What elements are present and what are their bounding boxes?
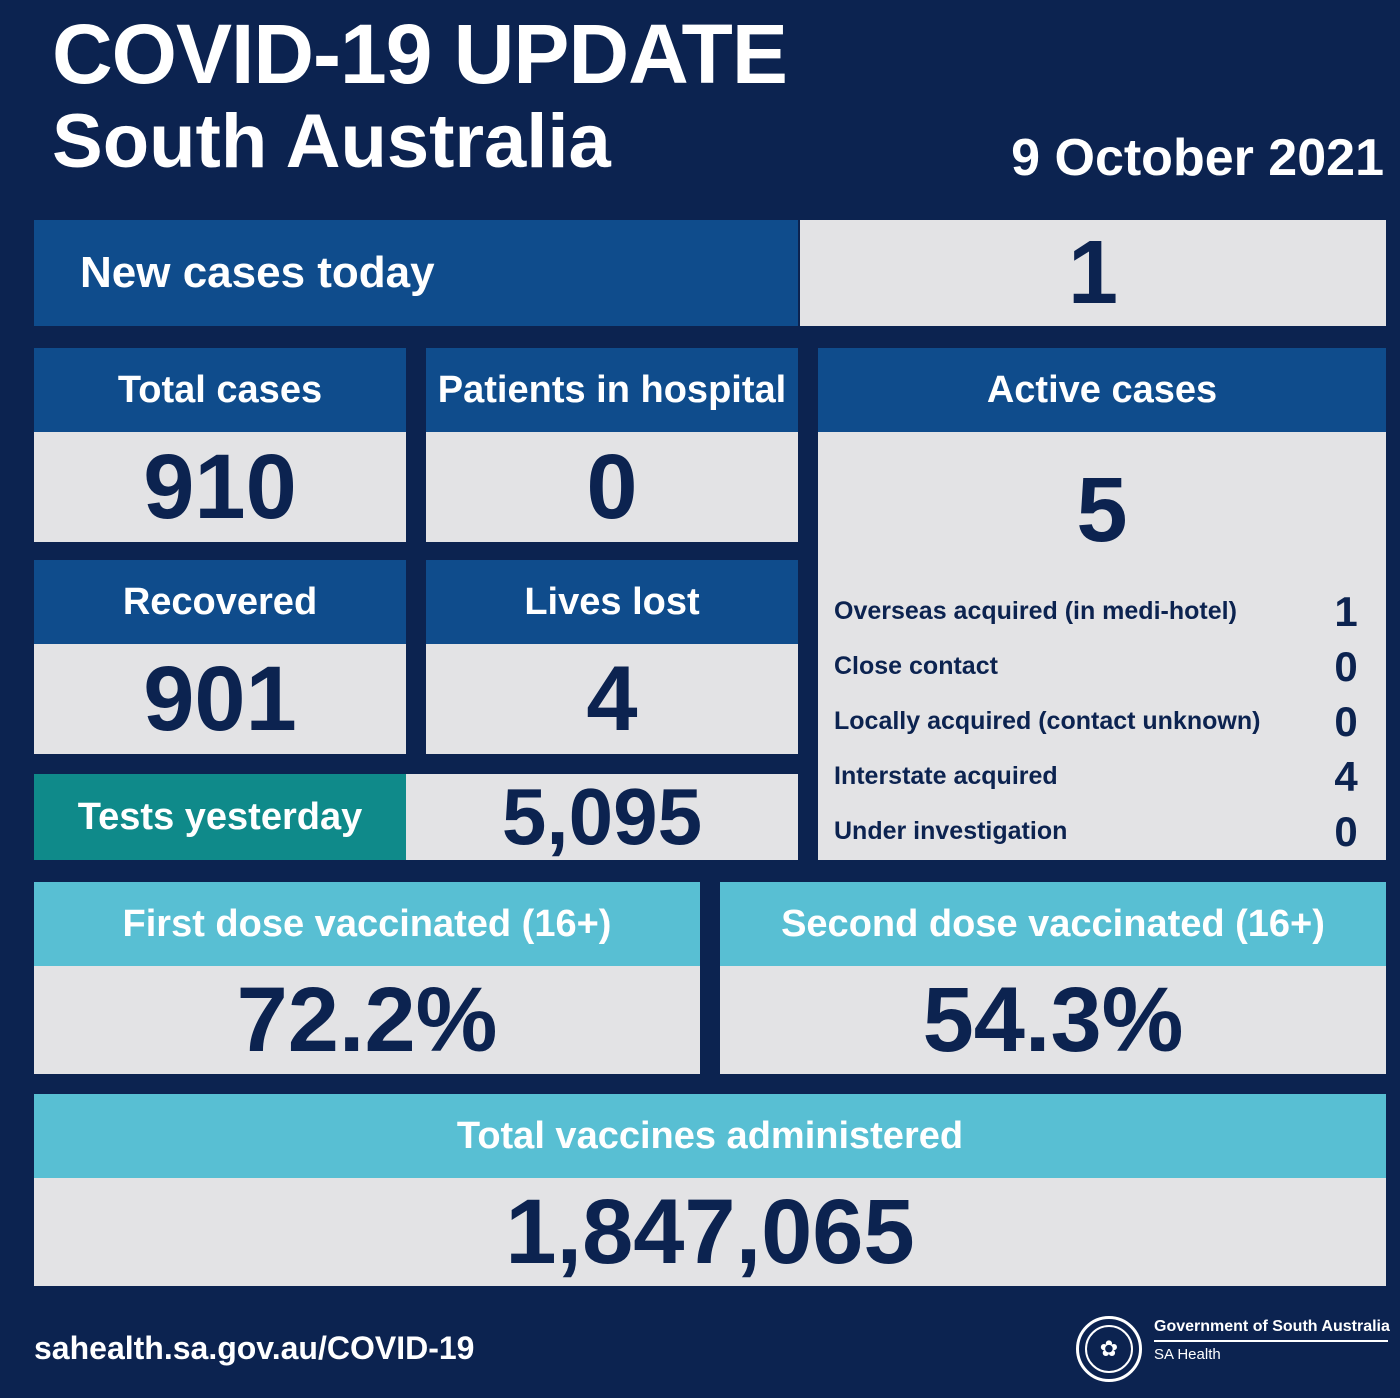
lives-lost-value: 4 xyxy=(586,647,638,750)
first-dose-label: First dose vaccinated (16+) xyxy=(122,902,612,945)
hospital-value-box: 0 xyxy=(426,432,798,542)
breakdown-label: Under investigation xyxy=(834,817,1068,845)
hospital-header: Patients in hospital xyxy=(426,348,798,432)
new-cases-label: New cases today xyxy=(80,248,435,297)
recovered-value: 901 xyxy=(143,647,297,750)
total-cases-value: 910 xyxy=(143,435,297,538)
tests-value-box: 5,095 xyxy=(406,772,798,861)
active-cases-panel: 5 xyxy=(818,432,1386,860)
second-dose-value-box: 54.3% xyxy=(720,966,1386,1074)
breakdown-value: 0 xyxy=(1334,807,1358,855)
first-dose-value: 72.2% xyxy=(236,968,498,1071)
first-dose-value-box: 72.2% xyxy=(34,966,700,1074)
new-cases-value: 1 xyxy=(1067,222,1119,323)
list-item: Overseas acquired (in medi-hotel) 1 xyxy=(834,584,1364,639)
list-item: Locally acquired (contact unknown) 0 xyxy=(834,694,1364,749)
recovered-value-box: 901 xyxy=(34,644,406,754)
active-cases-value: 5 xyxy=(1076,458,1128,561)
active-breakdown-list: Overseas acquired (in medi-hotel) 1 Clos… xyxy=(834,584,1364,859)
active-cases-label: Active cases xyxy=(986,368,1218,411)
total-cases-header: Total cases xyxy=(34,348,406,432)
active-cases-header: Active cases xyxy=(818,348,1386,432)
first-dose-header: First dose vaccinated (16+) xyxy=(34,882,700,966)
page-title: COVID-19 UPDATE xyxy=(52,7,788,101)
total-cases-value-box: 910 xyxy=(34,432,406,542)
list-item: Interstate acquired 4 xyxy=(834,749,1364,804)
new-cases-label-box: New cases today xyxy=(34,220,798,326)
total-vaccines-value-box: 1,847,065 xyxy=(34,1178,1386,1286)
second-dose-label: Second dose vaccinated (16+) xyxy=(781,902,1325,945)
breakdown-label: Close contact xyxy=(834,652,998,680)
tests-label-box: Tests yesterday xyxy=(34,774,406,860)
sa-government-seal-icon: ✿ xyxy=(1076,1316,1142,1382)
breakdown-value: 1 xyxy=(1334,587,1358,635)
total-cases-label: Total cases xyxy=(117,368,323,411)
recovered-header: Recovered xyxy=(34,560,406,644)
tests-label: Tests yesterday xyxy=(77,795,363,838)
tests-value: 5,095 xyxy=(501,772,703,861)
list-item: Under investigation 0 xyxy=(834,804,1364,859)
government-divider xyxy=(1154,1340,1388,1342)
breakdown-label: Locally acquired (contact unknown) xyxy=(834,707,1261,735)
total-vaccines-value: 1,847,065 xyxy=(505,1180,915,1283)
second-dose-value: 54.3% xyxy=(922,968,1184,1071)
lives-lost-label: Lives lost xyxy=(524,580,700,623)
page-subtitle: South Australia xyxy=(52,99,611,184)
breakdown-value: 4 xyxy=(1334,752,1358,800)
department-name: SA Health xyxy=(1154,1346,1221,1363)
breakdown-label: Overseas acquired (in medi-hotel) xyxy=(834,597,1237,625)
second-dose-header: Second dose vaccinated (16+) xyxy=(720,882,1386,966)
breakdown-value: 0 xyxy=(1334,642,1358,690)
government-name: Government of South Australia xyxy=(1154,1318,1390,1335)
hospital-label: Patients in hospital xyxy=(437,368,787,411)
breakdown-label: Interstate acquired xyxy=(834,762,1058,790)
total-vaccines-label: Total vaccines administered xyxy=(456,1114,964,1157)
list-item: Close contact 0 xyxy=(834,639,1364,694)
total-vaccines-header: Total vaccines administered xyxy=(34,1094,1386,1178)
breakdown-value: 0 xyxy=(1334,697,1358,745)
lives-lost-header: Lives lost xyxy=(426,560,798,644)
new-cases-value-box: 1 xyxy=(800,220,1386,326)
hospital-value: 0 xyxy=(586,435,638,538)
footer-website-link[interactable]: sahealth.sa.gov.au/COVID-19 xyxy=(34,1330,475,1366)
recovered-label: Recovered xyxy=(122,580,318,623)
update-date: 9 October 2021 xyxy=(1011,129,1384,187)
lives-lost-value-box: 4 xyxy=(426,644,798,754)
